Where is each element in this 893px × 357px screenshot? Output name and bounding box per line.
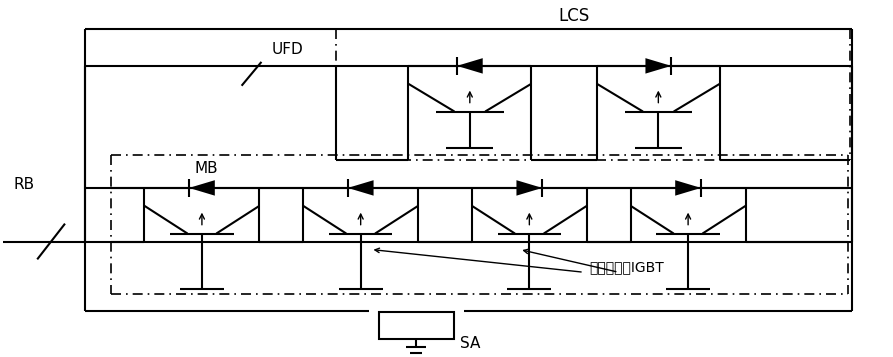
Text: UFD: UFD xyxy=(271,41,303,56)
Polygon shape xyxy=(516,180,542,196)
Text: LCS: LCS xyxy=(558,7,589,25)
Polygon shape xyxy=(189,180,215,196)
Polygon shape xyxy=(675,180,701,196)
Polygon shape xyxy=(457,58,483,74)
Text: MB: MB xyxy=(195,161,219,176)
Polygon shape xyxy=(646,58,672,74)
Polygon shape xyxy=(347,180,373,196)
Text: RB: RB xyxy=(13,177,35,192)
Text: 反向串联的IGBT: 反向串联的IGBT xyxy=(588,260,663,274)
Bar xyxy=(379,312,454,339)
Text: SA: SA xyxy=(460,336,480,351)
